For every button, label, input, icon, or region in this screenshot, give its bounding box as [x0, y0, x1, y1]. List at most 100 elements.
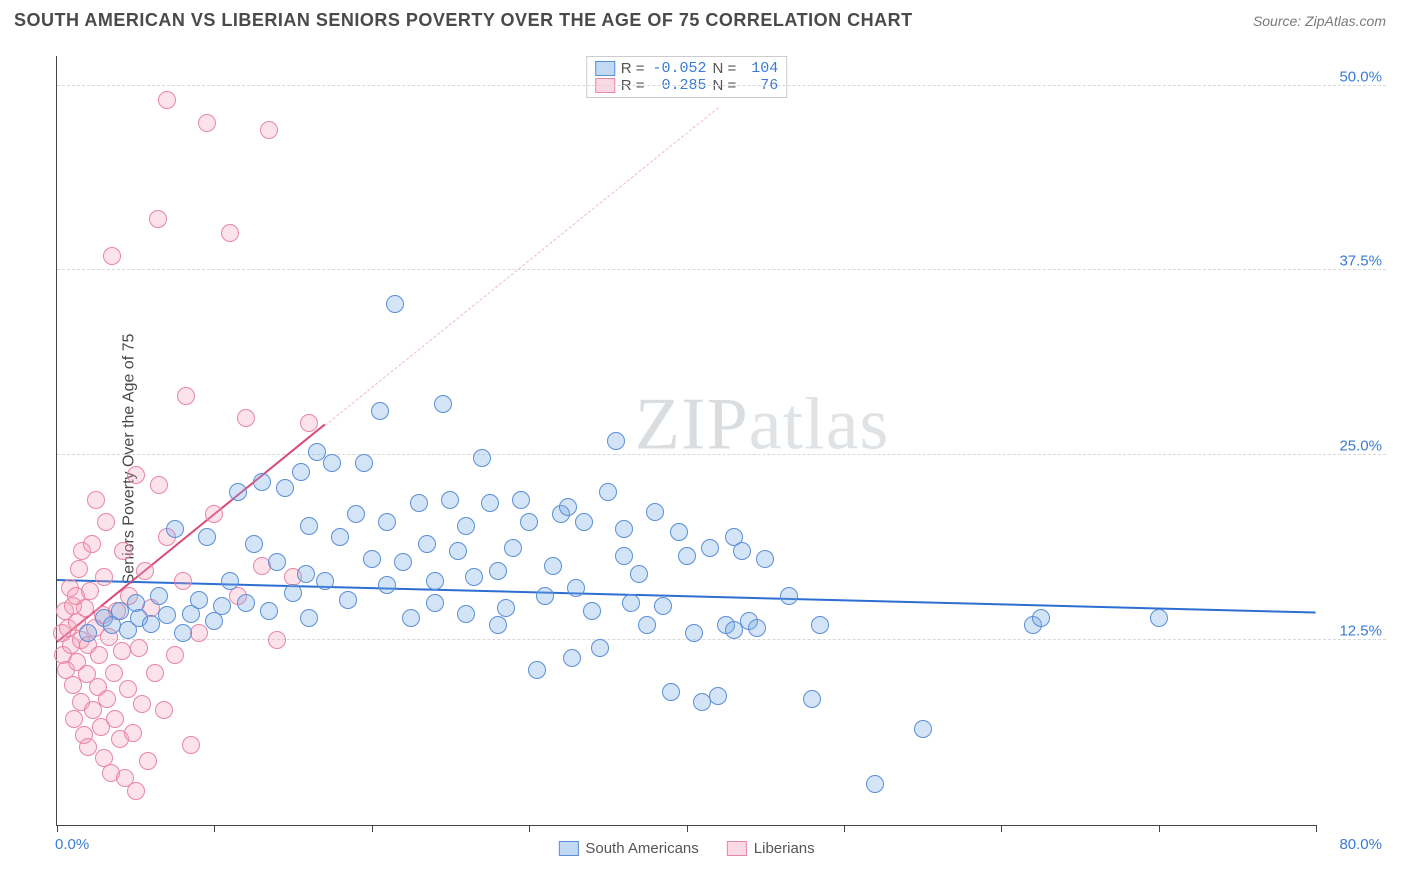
data-point	[124, 724, 142, 742]
data-point	[114, 542, 132, 560]
gridline	[57, 454, 1386, 455]
data-point	[149, 210, 167, 228]
data-point	[105, 664, 123, 682]
data-point	[323, 454, 341, 472]
y-tick-label: 50.0%	[1339, 68, 1382, 85]
data-point	[914, 720, 932, 738]
data-point	[79, 738, 97, 756]
data-point	[65, 710, 83, 728]
data-point	[536, 587, 554, 605]
data-point	[136, 562, 154, 580]
data-point	[497, 599, 515, 617]
data-point	[70, 560, 88, 578]
data-point	[150, 587, 168, 605]
data-point	[386, 295, 404, 313]
data-point	[158, 91, 176, 109]
data-point	[504, 539, 522, 557]
data-point	[260, 121, 278, 139]
data-point	[83, 535, 101, 553]
data-point	[98, 690, 116, 708]
data-point	[127, 466, 145, 484]
data-point	[646, 503, 664, 521]
swatch-blue-icon	[595, 61, 615, 76]
data-point	[205, 505, 223, 523]
data-point	[150, 476, 168, 494]
data-point	[339, 591, 357, 609]
data-point	[106, 710, 124, 728]
plot-area: ZIPatlas R = -0.052 N = 104 R = 0.285 N …	[56, 56, 1316, 826]
data-point	[87, 491, 105, 509]
x-tick	[372, 825, 373, 832]
data-point	[662, 683, 680, 701]
legend-label-pink: Liberians	[754, 840, 815, 857]
data-point	[79, 624, 97, 642]
data-point	[177, 387, 195, 405]
data-point	[733, 542, 751, 560]
data-point	[434, 395, 452, 413]
data-point	[780, 587, 798, 605]
data-point	[174, 572, 192, 590]
data-point	[95, 568, 113, 586]
data-point	[198, 114, 216, 132]
data-point	[190, 591, 208, 609]
legend-item-pink: Liberians	[727, 840, 815, 857]
data-point	[300, 414, 318, 432]
data-point	[297, 565, 315, 583]
data-point	[260, 602, 278, 620]
data-point	[575, 513, 593, 531]
data-point	[441, 491, 459, 509]
data-point	[394, 553, 412, 571]
data-point	[465, 568, 483, 586]
data-point	[174, 624, 192, 642]
data-point	[559, 498, 577, 516]
data-point	[355, 454, 373, 472]
data-point	[378, 513, 396, 531]
legend-item-blue: South Americans	[558, 840, 698, 857]
data-point	[599, 483, 617, 501]
data-point	[347, 505, 365, 523]
data-point	[449, 542, 467, 560]
data-point	[221, 224, 239, 242]
x-tick	[1001, 825, 1002, 832]
data-point	[166, 646, 184, 664]
data-point	[190, 624, 208, 642]
data-point	[563, 649, 581, 667]
data-point	[155, 701, 173, 719]
data-point	[229, 483, 247, 501]
data-point	[410, 494, 428, 512]
stats-row-blue: R = -0.052 N = 104	[595, 60, 779, 77]
series-legend: South Americans Liberians	[558, 840, 814, 857]
data-point	[426, 594, 444, 612]
data-point	[528, 661, 546, 679]
data-point	[701, 539, 719, 557]
data-point	[615, 520, 633, 538]
x-tick	[844, 825, 845, 832]
data-point	[113, 642, 131, 660]
data-point	[748, 619, 766, 637]
data-point	[811, 616, 829, 634]
source-label: Source: ZipAtlas.com	[1253, 13, 1386, 29]
x-axis-min-label: 0.0%	[55, 836, 89, 853]
n-label: N =	[713, 60, 737, 77]
chart-title: SOUTH AMERICAN VS LIBERIAN SENIORS POVER…	[14, 10, 913, 31]
data-point	[97, 513, 115, 531]
data-point	[127, 782, 145, 800]
data-point	[654, 597, 672, 615]
data-point	[158, 606, 176, 624]
data-point	[284, 584, 302, 602]
data-point	[473, 449, 491, 467]
data-point	[182, 736, 200, 754]
data-point	[253, 473, 271, 491]
data-point	[567, 579, 585, 597]
data-point	[378, 576, 396, 594]
chart-container: Seniors Poverty Over the Age of 75 ZIPat…	[14, 46, 1386, 872]
data-point	[630, 565, 648, 583]
data-point	[363, 550, 381, 568]
swatch-pink-icon	[727, 841, 747, 856]
data-point	[866, 775, 884, 793]
data-point	[316, 572, 334, 590]
swatch-blue-icon	[558, 841, 578, 856]
x-tick	[1316, 825, 1317, 832]
data-point	[638, 616, 656, 634]
data-point	[237, 594, 255, 612]
